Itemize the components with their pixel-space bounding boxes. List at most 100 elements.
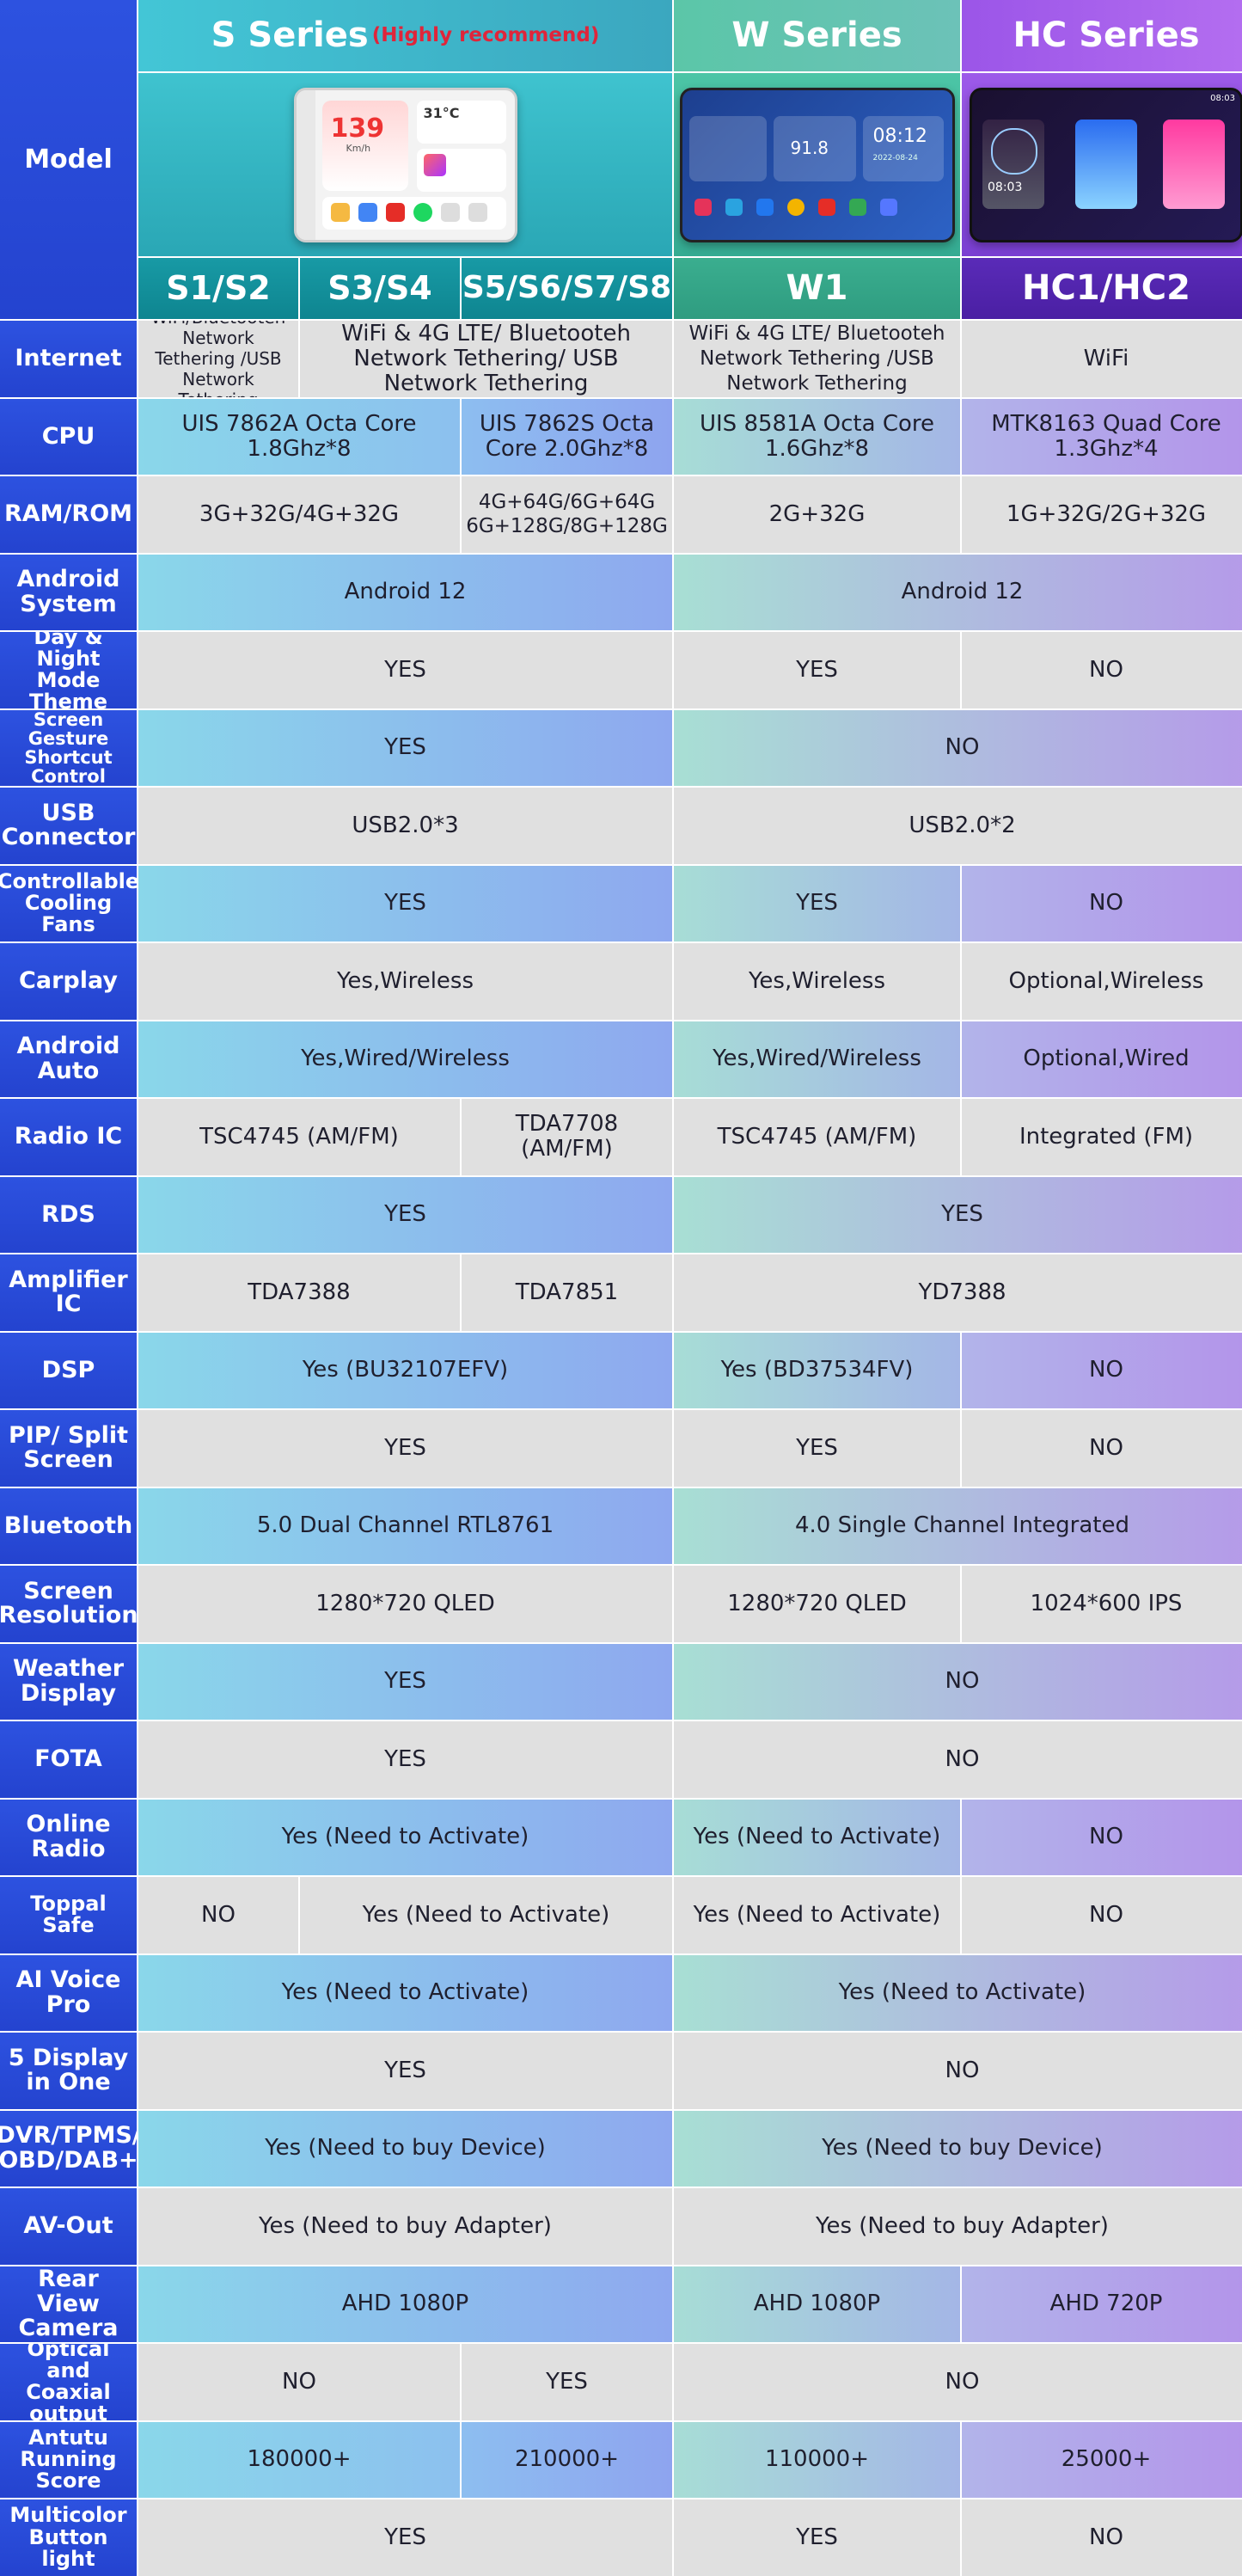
value-cell: NO — [674, 1643, 1242, 1720]
row-label-bluetooth: Bluetooth — [0, 1487, 137, 1564]
value-cell: YES — [138, 865, 672, 941]
value-cell: TSC4745 (AM/FM) — [674, 1099, 960, 1175]
value-cell: YES — [138, 632, 672, 708]
hc-series-header: HC Series — [962, 0, 1242, 71]
row-label-fota: FOTA — [0, 1721, 137, 1798]
row-label-weather-display: Weather Display — [0, 1643, 137, 1720]
value-cell: Yes (Need to Activate) — [674, 1877, 960, 1953]
w-series-name: W Series — [731, 15, 902, 56]
value-cell: 3G+32G/4G+32G — [138, 476, 460, 553]
value-cell: Yes (Need to Activate) — [138, 1799, 672, 1875]
value-cell: WiFi & 4G LTE/ Bluetooteh Network Tether… — [674, 321, 960, 397]
value-cell: Optional,Wireless — [962, 943, 1242, 1020]
value-cell: Yes (Need to Activate) — [300, 1877, 672, 1953]
row-label-cpu: CPU — [0, 398, 137, 475]
value-cell: Yes (Need to Activate) — [138, 1954, 672, 2031]
value-cell: NO — [962, 632, 1242, 708]
row-label-radio-ic: Radio IC — [0, 1099, 137, 1175]
row-label-carplay: Carplay — [0, 943, 137, 1020]
value-cell: NO — [962, 865, 1242, 941]
row-label-toppal-safe: Toppal Safe — [0, 1877, 137, 1953]
row-label-5-display-in-one: 5 Display in One — [0, 2033, 137, 2109]
row-label-multicolor-button-light: Multicolor Button light — [0, 2499, 137, 2576]
row-label-online-radio: Online Radio — [0, 1799, 137, 1875]
value-cell: YES — [674, 632, 960, 708]
model-s3-s4: S3/S4 — [300, 258, 460, 319]
row-label-pip-split-screen: PIP/ Split Screen — [0, 1410, 137, 1487]
value-cell: AHD 1080P — [138, 2266, 672, 2342]
value-cell: NO — [962, 2499, 1242, 2576]
hc-clock: 08:03 — [988, 180, 1023, 194]
value-cell: YD7388 — [674, 1254, 1242, 1331]
value-cell: YES — [674, 865, 960, 941]
value-cell: Yes (BD37534FV) — [674, 1332, 960, 1408]
value-cell: UIS 7862S Octa Core 2.0Ghz*8 — [462, 398, 672, 475]
w-series-header: W Series — [674, 0, 960, 71]
value-cell: Android 12 — [674, 554, 1242, 630]
value-cell: YES — [138, 2033, 672, 2109]
row-label-optical-and-coaxial-output: Optical and Coaxial output — [0, 2344, 137, 2420]
value-cell: TDA7708 (AM/FM) — [462, 1099, 672, 1175]
model-s5-s8: S5/S6/S7/S8 — [462, 258, 672, 319]
value-cell: YES — [674, 1176, 1242, 1253]
row-label-dsp: DSP — [0, 1332, 137, 1408]
value-cell: Yes (Need to Activate) — [674, 1954, 1242, 2031]
s-speed: 139 — [330, 113, 385, 144]
value-cell: Yes (Need to Activate) — [674, 1799, 960, 1875]
value-cell: YES — [462, 2344, 672, 2420]
row-label-android-system: Android System — [0, 554, 137, 630]
value-cell: YES — [138, 709, 672, 786]
row-label-dvr-tpms-obd-dab: DVR/TPMS/ OBD/DAB+ — [0, 2110, 137, 2187]
value-cell: YES — [138, 2499, 672, 2576]
value-cell: WiFi & 4G LTE/ Bluetooteh Network Tether… — [300, 321, 672, 397]
value-cell: Integrated (FM) — [962, 1099, 1242, 1175]
value-cell: YES — [138, 1176, 672, 1253]
value-cell: YES — [674, 2499, 960, 2576]
s-series-image-cell: 139 Km/h 31°C — [138, 73, 672, 256]
value-cell: Yes,Wireless — [674, 943, 960, 1020]
value-cell: 1280*720 QLED — [138, 1566, 672, 1642]
value-cell: TDA7851 — [462, 1254, 672, 1331]
row-label-android-auto: Android Auto — [0, 1021, 137, 1097]
value-cell: Yes,Wired/Wireless — [674, 1021, 960, 1097]
value-cell: USB2.0*3 — [138, 788, 672, 864]
hc-series-name: HC Series — [1013, 15, 1200, 56]
row-label-controllable-cooling-fans: Controllable Cooling Fans — [0, 865, 137, 941]
value-cell: 2G+32G — [674, 476, 960, 553]
row-label-ram-rom: RAM/ROM — [0, 476, 137, 553]
value-cell: NO — [674, 709, 1242, 786]
row-label-day-night-mode-theme: Day & Night Mode Theme — [0, 632, 137, 708]
value-cell: NO — [674, 2344, 1242, 2420]
value-cell: Yes,Wired/Wireless — [138, 1021, 672, 1097]
row-label-usb-connector: USB Connector — [0, 788, 137, 864]
value-cell: NO — [962, 1877, 1242, 1953]
s-series-device-image: 139 Km/h 31°C — [293, 87, 517, 242]
value-cell: 210000+ — [462, 2421, 672, 2498]
value-cell: Yes (Need to buy Device) — [138, 2110, 672, 2187]
row-label-ai-voice-pro: AI Voice Pro — [0, 1954, 137, 2031]
value-cell: AHD 720P — [962, 2266, 1242, 2342]
row-label-screen-resolution: Screen Resolution — [0, 1566, 137, 1642]
row-label-internet: Internet — [0, 321, 137, 397]
row-label-av-out: AV-Out — [0, 2188, 137, 2265]
value-cell: AHD 1080P — [674, 2266, 960, 2342]
w-date: 2022-08-24 — [872, 153, 918, 163]
value-cell: TSC4745 (AM/FM) — [138, 1099, 460, 1175]
value-cell: 1024*600 IPS — [962, 1566, 1242, 1642]
model-hc1-hc2: HC1/HC2 — [962, 258, 1242, 319]
model-w1: W1 — [674, 258, 960, 319]
value-cell: 4G+64G/6G+64G 6G+128G/8G+128G — [462, 476, 672, 553]
value-cell: Yes,Wireless — [138, 943, 672, 1020]
w-time: 08:12 — [872, 125, 927, 147]
value-cell: USB2.0*2 — [674, 788, 1242, 864]
value-cell: Yes (BU32107EFV) — [138, 1332, 672, 1408]
value-cell: WiFi — [962, 321, 1242, 397]
value-cell: NO — [138, 1877, 298, 1953]
hc-series-device-image: 08:03 08:03 — [970, 87, 1242, 242]
value-cell: NO — [674, 2033, 1242, 2109]
row-label-rds: RDS — [0, 1176, 137, 1253]
value-cell: YES — [138, 1721, 672, 1798]
value-cell: NO — [674, 1721, 1242, 1798]
s-speed-unit: Km/h — [346, 142, 371, 154]
